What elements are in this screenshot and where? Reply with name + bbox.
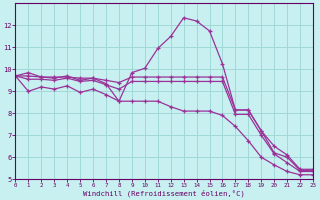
X-axis label: Windchill (Refroidissement éolien,°C): Windchill (Refroidissement éolien,°C) — [83, 189, 245, 197]
